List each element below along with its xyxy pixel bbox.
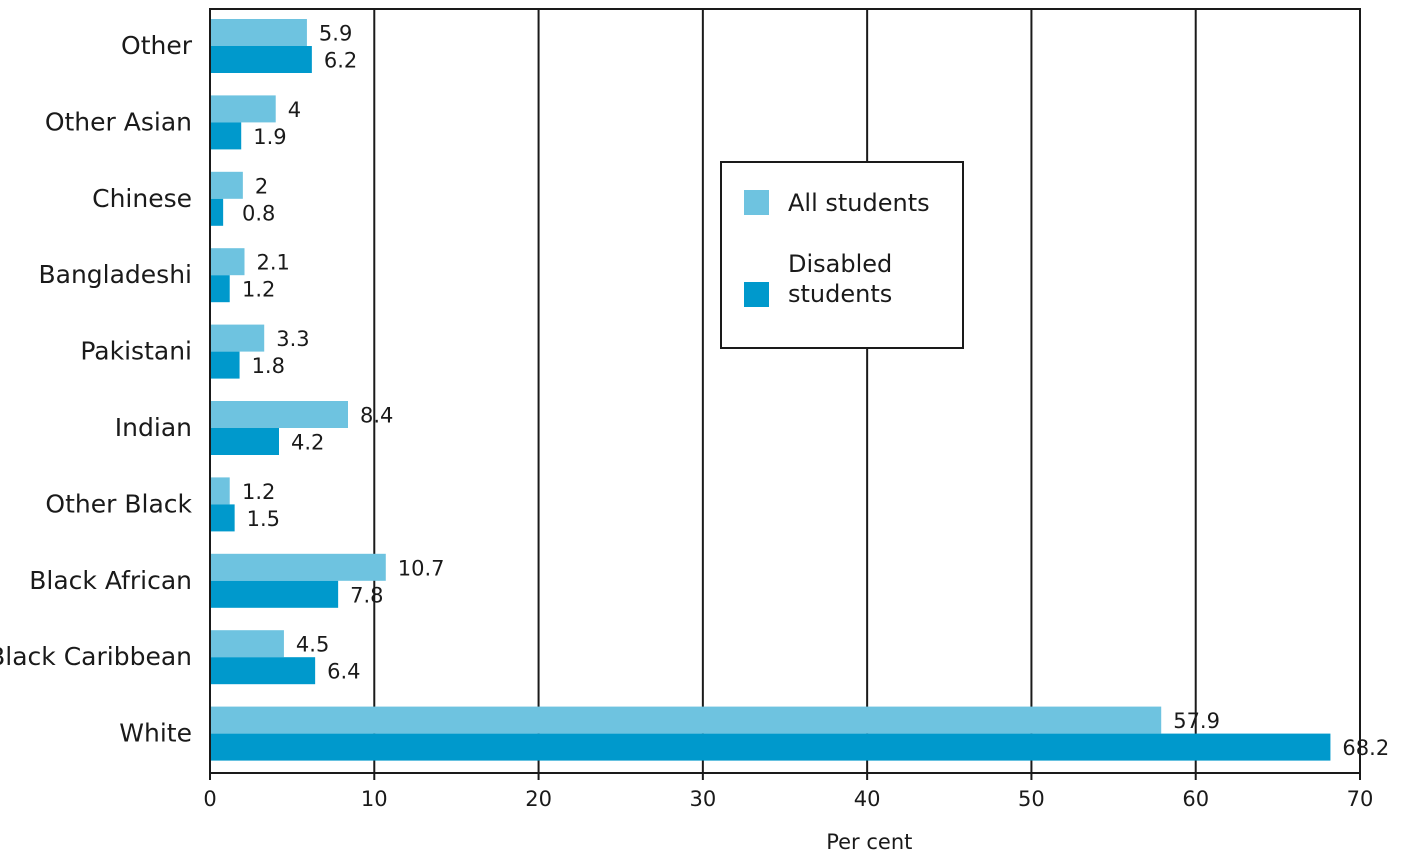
- data-label-all-students-other-asian: 4: [288, 98, 301, 122]
- data-label-disabled-students-white: 68.2: [1342, 736, 1389, 760]
- x-axis-title: Per cent: [826, 830, 912, 854]
- bar-all-students-other-asian: [210, 95, 276, 123]
- x-tick-label-40: 40: [854, 787, 881, 811]
- data-label-disabled-students-other: 6.2: [324, 49, 357, 73]
- data-label-all-students-black-caribbean: 4.5: [296, 633, 329, 657]
- legend-box: [720, 161, 964, 349]
- bar-disabled-students-white: [210, 733, 1331, 761]
- bar-all-students-chinese: [210, 171, 243, 199]
- category-label-pakistani: Pakistani: [80, 337, 192, 366]
- data-label-all-students-other-black: 1.2: [242, 480, 275, 504]
- bars: [210, 19, 1331, 761]
- data-label-all-students-indian: 8.4: [360, 404, 393, 428]
- x-tick-label-50: 50: [1018, 787, 1045, 811]
- category-label-white: White: [119, 719, 192, 748]
- bar-all-students-other: [210, 19, 307, 46]
- bar-all-students-pakistani: [210, 324, 265, 352]
- bar-all-students-black-caribbean: [210, 630, 284, 658]
- legend-label-all-students: All students: [788, 189, 930, 217]
- data-labels: 5.9 6.2 41.9 2 0.8 2.1 1.2 3.3 1.8 8.4 4.2 1.2 1.5 10…: [242, 22, 1389, 761]
- category-label-other: Other: [121, 31, 193, 60]
- bar-all-students-black-african: [210, 553, 386, 581]
- bar-disabled-students-bangladeshi: [210, 275, 230, 303]
- bar-disabled-students-pakistani: [210, 351, 240, 379]
- data-label-all-students-chinese: 2: [255, 174, 268, 198]
- data-label-all-students-white: 57.9: [1173, 709, 1220, 733]
- bar-all-students-bangladeshi: [210, 248, 245, 276]
- category-label-chinese: Chinese: [92, 184, 192, 213]
- bar-all-students-white: [210, 706, 1162, 734]
- data-label-all-students-other: 5.9: [319, 22, 352, 46]
- category-labels: Other Other Asian Chinese Bangladeshi Pakist…: [0, 31, 193, 748]
- category-label-indian: Indian: [115, 413, 192, 442]
- data-label-disabled-students-black-caribbean: 6.4: [327, 660, 360, 684]
- legend-line: Disabled: [788, 250, 892, 278]
- data-label-disabled-students-bangladeshi: 1.2: [242, 278, 275, 302]
- legend-swatch-all-students: [744, 190, 769, 215]
- plot-frame: [209, 8, 1361, 774]
- legend-swatch-disabled-students: [744, 282, 769, 307]
- data-label-disabled-students-chinese: 0.8: [242, 201, 275, 225]
- bar-disabled-students-indian: [210, 428, 279, 455]
- category-label-other-black: Other Black: [45, 489, 192, 518]
- bar-disabled-students-chinese: [210, 198, 224, 226]
- x-tick-label-10: 10: [361, 787, 388, 811]
- category-label-black-african: Black African: [29, 566, 192, 595]
- data-label-all-students-black-african: 10.7: [398, 556, 445, 580]
- bar-disabled-students-black-caribbean: [210, 657, 316, 685]
- legend-line: students: [788, 280, 892, 308]
- bar-disabled-students-other-black: [210, 504, 235, 532]
- data-label-disabled-students-indian: 4.2: [291, 431, 324, 455]
- data-label-all-students-pakistani: 3.3: [276, 327, 309, 351]
- legend-label-disabled-students: Disabled students: [788, 250, 892, 308]
- legend-line: All students: [788, 189, 930, 217]
- data-label-disabled-students-other-asian: 1.9: [253, 125, 286, 149]
- x-tick-labels: 0 10 20 30 40 50 60 70: [203, 787, 1373, 811]
- bar-disabled-students-other: [210, 46, 312, 73]
- category-label-bangladeshi: Bangladeshi: [38, 260, 192, 289]
- gridlines: [209, 9, 1361, 780]
- data-label-disabled-students-black-african: 7.8: [350, 583, 383, 607]
- x-tick-label-30: 30: [689, 787, 716, 811]
- bar-all-students-indian: [210, 401, 348, 428]
- legend: All students Disabled students: [720, 161, 964, 349]
- x-tick-label-60: 60: [1182, 787, 1209, 811]
- x-tick-label-0: 0: [203, 787, 216, 811]
- category-label-other-asian: Other Asian: [45, 107, 192, 136]
- data-label-all-students-bangladeshi: 2.1: [257, 251, 290, 275]
- data-label-disabled-students-other-black: 1.5: [247, 507, 280, 531]
- x-tick-label-20: 20: [525, 787, 552, 811]
- bar-disabled-students-black-african: [210, 580, 339, 608]
- data-label-disabled-students-pakistani: 1.8: [252, 354, 285, 378]
- x-tick-label-70: 70: [1347, 787, 1374, 811]
- bar-all-students-other-black: [210, 477, 230, 505]
- bar-disabled-students-other-asian: [210, 122, 242, 150]
- category-label-black-caribbean: Black Caribbean: [0, 642, 192, 671]
